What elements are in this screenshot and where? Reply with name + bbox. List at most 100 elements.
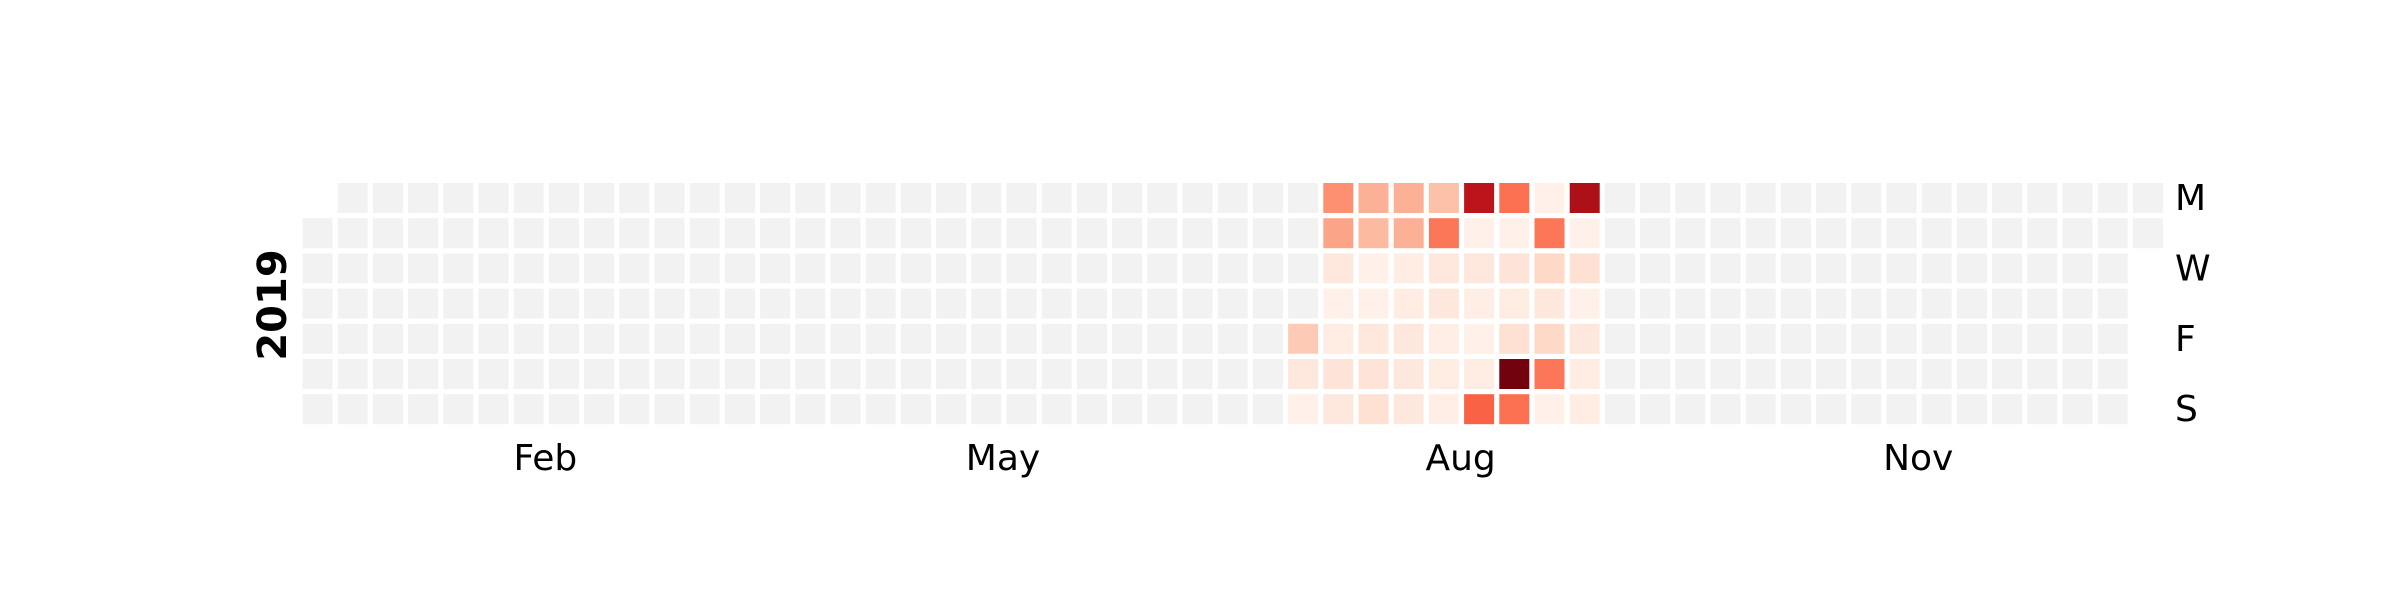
day-cell [1288,323,1319,354]
month-label: Feb [514,438,578,479]
day-cell [1745,288,1776,319]
day-cell [1780,253,1811,284]
day-cell [654,218,685,249]
day-cell [760,253,791,284]
day-cell [2097,359,2128,389]
day-cell [830,288,861,319]
day-cell [1534,394,1565,425]
day-cell [372,218,403,249]
day-cell [443,183,474,213]
day-cell [1393,288,1424,319]
day-cell [2132,183,2163,213]
day-cell [1076,218,1107,249]
day-cell [2097,394,2128,425]
day-cell [1956,394,1987,425]
day-cell [689,218,720,249]
day-cell [619,183,650,213]
day-cell [1851,394,1882,425]
day-cell [2062,394,2093,425]
day-cell [548,323,579,354]
day-cell [2062,253,2093,284]
day-cell [1076,323,1107,354]
day-cell [1992,218,2023,249]
day-cell [513,183,544,213]
day-cell [900,288,931,319]
day-cell [513,394,544,425]
day-cell [1182,288,1213,319]
day-cell [337,218,368,249]
day-cell [795,394,826,425]
day-cell [1358,359,1389,389]
day-cell [900,218,931,249]
day-cell [1604,253,1635,284]
day-cell [478,359,509,389]
day-cell [1604,183,1635,213]
day-cell [513,288,544,319]
day-cell [865,359,896,389]
day-cell [1358,183,1389,213]
day-cell [1604,218,1635,249]
day-cell [1393,183,1424,213]
day-cell [1006,323,1037,354]
day-cell [1816,253,1847,284]
day-cell [1569,359,1600,389]
day-cell [408,359,439,389]
day-cell [865,323,896,354]
day-cell [900,394,931,425]
day-cell [654,288,685,319]
day-cell [478,183,509,213]
day-cell [443,323,474,354]
day-cell [1992,288,2023,319]
day-cell [1640,288,1671,319]
day-cell [619,394,650,425]
day-cell [1780,288,1811,319]
day-cell [408,288,439,319]
day-cell [1006,394,1037,425]
day-cell [337,323,368,354]
day-cell [936,218,967,249]
day-cell [1288,394,1319,425]
day-cell [619,288,650,319]
day-cell [443,218,474,249]
day-cell [1393,359,1424,389]
weekday-label: W [2175,248,2211,289]
day-cell [1147,183,1178,213]
day-cell [337,288,368,319]
day-cell [1640,183,1671,213]
day-cell [795,218,826,249]
day-cell [936,253,967,284]
day-cell [1816,288,1847,319]
day-cell [584,218,615,249]
day-cell [1041,394,1072,425]
day-cell [1006,218,1037,249]
day-cell [971,394,1002,425]
day-cell [1992,323,2023,354]
day-cell [1041,253,1072,284]
day-cell [1041,218,1072,249]
day-cell [302,323,333,354]
day-cell [865,183,896,213]
day-cell [478,288,509,319]
day-cell [1851,359,1882,389]
day-cell [1886,359,1917,389]
day-cell [1851,288,1882,319]
day-cell [1323,253,1354,284]
day-cell [337,183,368,213]
weekday-label: S [2175,389,2198,430]
day-cell [548,394,579,425]
day-cell [2027,288,2058,319]
day-cell [1076,359,1107,389]
day-cell [408,323,439,354]
day-cell [1323,288,1354,319]
day-cell [1675,253,1706,284]
day-cell [900,183,931,213]
day-cell [478,253,509,284]
day-cell [1006,253,1037,284]
day-cell [1604,394,1635,425]
day-cell [689,394,720,425]
day-cell [1534,323,1565,354]
day-cell [2132,218,2163,249]
day-cell [971,253,1002,284]
day-cell [1464,183,1495,213]
